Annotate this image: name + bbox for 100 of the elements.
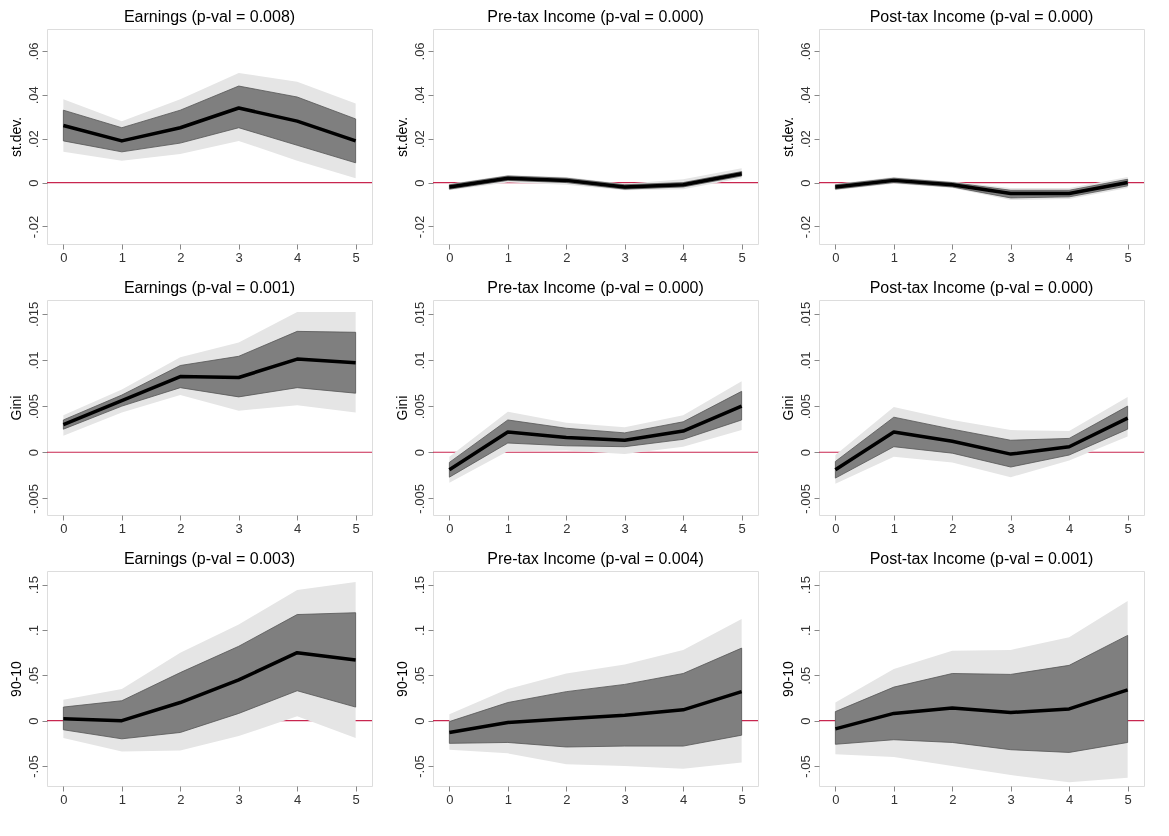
y-tick-label: .1 — [797, 625, 813, 636]
x-tick-label: 3 — [235, 791, 243, 807]
y-tick-label: .015 — [797, 301, 813, 327]
y-axis-title: Gini — [7, 395, 24, 421]
x-tick-label: 3 — [1007, 791, 1015, 807]
y-tick-label: 0 — [25, 449, 41, 457]
x-tick-label: 4 — [680, 249, 688, 265]
x-tick-label: 2 — [949, 249, 957, 265]
y-tick-label: -.05 — [25, 755, 41, 778]
x-tick-label: 5 — [738, 520, 746, 536]
y-tick-label: .02 — [411, 130, 427, 149]
y-tick-label: .1 — [25, 625, 41, 636]
y-tick-label: 0 — [797, 717, 813, 725]
y-tick-label: .04 — [797, 86, 813, 105]
y-tick-label: .06 — [411, 42, 427, 61]
x-tick-label: 3 — [1007, 249, 1015, 265]
x-tick-label: 1 — [504, 249, 512, 265]
x-tick-label: 2 — [563, 791, 571, 807]
x-tick-label: 1 — [118, 249, 126, 265]
y-tick-label: .005 — [411, 393, 427, 420]
y-tick-label: .05 — [411, 666, 427, 685]
y-tick-label: .15 — [797, 576, 813, 595]
y-tick-label: .05 — [797, 666, 813, 685]
y-tick-label: 0 — [25, 717, 41, 725]
y-tick-label: .015 — [411, 301, 427, 327]
y-tick-label: .06 — [25, 42, 41, 61]
y-tick-label: -.005 — [411, 484, 427, 514]
x-tick-label: 4 — [294, 520, 302, 536]
x-tick-label: 5 — [738, 791, 746, 807]
y-axis-title: st.dev. — [393, 116, 410, 158]
y-tick-label: .1 — [411, 625, 427, 636]
y-tick-label: .04 — [411, 86, 427, 105]
y-tick-label: .06 — [797, 42, 813, 61]
y-tick-label: -.02 — [411, 215, 427, 239]
chart-title: Earnings (p-val = 0.003) — [123, 550, 296, 567]
x-tick-label: 0 — [446, 791, 454, 807]
y-tick-label: .015 — [25, 301, 41, 327]
x-tick-label: 0 — [60, 249, 68, 265]
x-tick-label: 2 — [949, 520, 957, 536]
x-tick-label: 5 — [352, 791, 360, 807]
x-tick-label: 1 — [890, 791, 898, 807]
x-tick-label: 2 — [177, 791, 185, 807]
y-tick-label: .15 — [25, 576, 41, 595]
y-axis-title: st.dev. — [7, 116, 24, 158]
y-tick-label: .15 — [411, 576, 427, 595]
x-tick-label: 0 — [832, 249, 840, 265]
chart-title: Earnings (p-val = 0.008) — [123, 8, 296, 25]
chart-title: Pre-tax Income (p-val = 0.000) — [487, 279, 704, 296]
x-tick-label: 4 — [294, 249, 302, 265]
x-tick-label: 4 — [1066, 520, 1074, 536]
x-tick-label: 0 — [60, 520, 68, 536]
x-tick-label: 5 — [1124, 791, 1132, 807]
y-tick-label: .04 — [25, 86, 41, 105]
x-tick-label: 4 — [680, 520, 688, 536]
chart-title: Earnings (p-val = 0.001) — [123, 279, 296, 296]
x-tick-label: 5 — [352, 520, 360, 536]
y-tick-label: 0 — [411, 717, 427, 725]
y-axis-title: st.dev. — [779, 116, 796, 158]
y-axis-title: 90-10 — [393, 660, 410, 697]
y-axis-title: Gini — [393, 395, 410, 421]
x-tick-label: 4 — [294, 791, 302, 807]
y-tick-label: .01 — [797, 351, 813, 370]
y-tick-label: 0 — [797, 449, 813, 457]
x-tick-label: 1 — [118, 520, 126, 536]
x-tick-label: 3 — [1007, 520, 1015, 536]
chart-title: Post-tax Income (p-val = 0.000) — [869, 8, 1094, 25]
x-tick-label: 2 — [563, 249, 571, 265]
x-tick-label: 4 — [680, 791, 688, 807]
x-tick-label: 1 — [890, 520, 898, 536]
x-tick-label: 3 — [235, 520, 243, 536]
x-tick-label: 1 — [118, 791, 126, 807]
x-tick-label: 5 — [738, 249, 746, 265]
y-tick-label: -.02 — [25, 215, 41, 239]
chart-title: Pre-tax Income (p-val = 0.000) — [487, 8, 704, 25]
x-tick-label: 5 — [1124, 249, 1132, 265]
x-tick-label: 3 — [621, 791, 629, 807]
x-tick-label: 3 — [621, 520, 629, 536]
chart-title: Post-tax Income (p-val = 0.001) — [869, 550, 1094, 567]
x-tick-label: 4 — [1066, 249, 1074, 265]
x-tick-label: 5 — [352, 249, 360, 265]
y-tick-label: -.005 — [797, 484, 813, 514]
x-tick-label: 2 — [563, 520, 571, 536]
y-tick-label: .01 — [411, 351, 427, 370]
y-axis-title: Gini — [779, 395, 796, 421]
y-axis-title: 90-10 — [7, 660, 24, 697]
x-tick-label: 0 — [446, 249, 454, 265]
y-tick-label: .005 — [25, 393, 41, 420]
chart-title: Post-tax Income (p-val = 0.000) — [869, 279, 1094, 296]
x-tick-label: 0 — [60, 791, 68, 807]
x-tick-label: 2 — [177, 520, 185, 536]
chart-title: Pre-tax Income (p-val = 0.004) — [487, 550, 704, 567]
x-tick-label: 4 — [1066, 791, 1074, 807]
x-tick-label: 1 — [504, 791, 512, 807]
y-tick-label: -.05 — [797, 755, 813, 778]
x-tick-label: 0 — [832, 520, 840, 536]
y-tick-label: 0 — [797, 179, 813, 187]
x-tick-label: 2 — [949, 791, 957, 807]
y-tick-label: 0 — [411, 449, 427, 457]
y-tick-label: .05 — [25, 666, 41, 685]
y-tick-label: -.005 — [25, 484, 41, 514]
